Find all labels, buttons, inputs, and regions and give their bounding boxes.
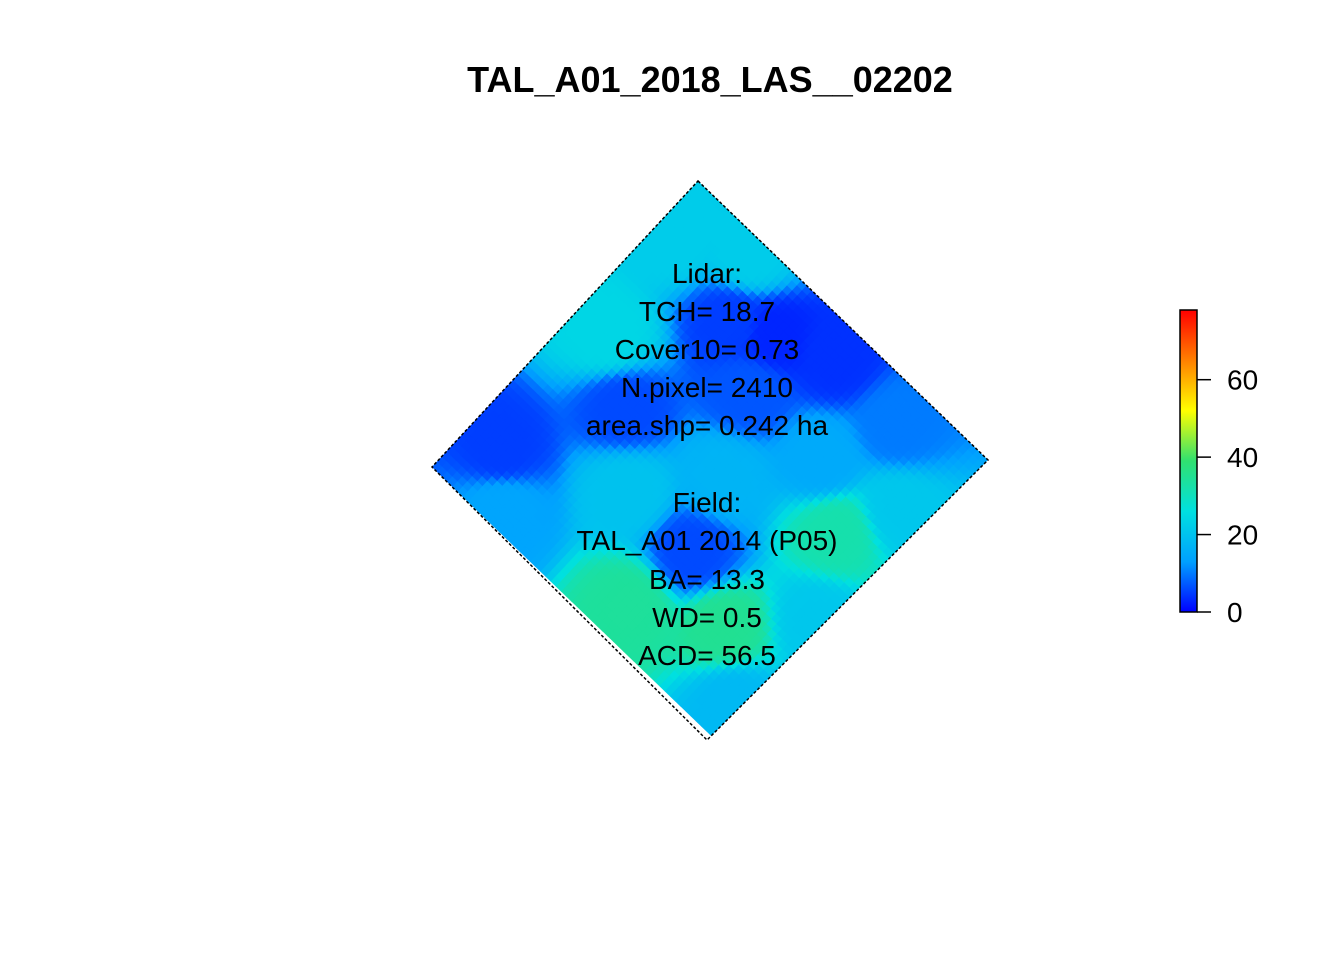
field-wd: WD= 0.5 (652, 602, 762, 633)
field-ba: BA= 13.3 (649, 564, 765, 595)
colorbar-gradient (1179, 309, 1198, 613)
heatmap-cell (797, 648, 808, 660)
heatmap-cell (801, 643, 813, 655)
heatmap-raster (432, 181, 988, 740)
colorbar-tick-label: 40 (1227, 442, 1258, 473)
field-plot: TAL_A01 2014 (P05) (577, 525, 838, 556)
colorbar: 0 20 40 60 (1179, 309, 1258, 628)
heatmap-cell (787, 658, 799, 670)
lidar-label: Lidar: (672, 258, 742, 289)
colorbar-ticks: 0 20 40 60 (1197, 365, 1258, 628)
heatmap-cell (778, 669, 789, 681)
heatmap-cell (735, 715, 747, 726)
heatmap-cell (768, 679, 780, 691)
heatmap-cell (763, 684, 775, 696)
lidar-cover10: Cover10= 0.73 (615, 334, 799, 365)
heatmap-cell (825, 618, 837, 629)
heatmap-cell (725, 725, 737, 737)
field-acd: ACD= 56.5 (638, 640, 776, 671)
lidar-npixel: N.pixel= 2410 (621, 372, 793, 403)
heatmap-cell (754, 694, 766, 706)
colorbar-tick-label: 0 (1227, 597, 1243, 628)
heatmap-cell (749, 699, 761, 711)
chart-title: TAL_A01_2018_LAS__02202 (467, 59, 953, 100)
heatmap-cell (806, 638, 818, 650)
colorbar-tick-label: 20 (1227, 520, 1258, 551)
heatmap-cell (782, 663, 794, 675)
plot-boundary (430, 179, 990, 742)
field-annotation: Field: TAL_A01 2014 (P05) BA= 13.3 WD= 0… (577, 487, 838, 671)
heatmap-cell (716, 735, 728, 740)
lidar-area: area.shp= 0.242 ha (586, 410, 829, 441)
heatmap-cell (740, 709, 751, 721)
heatmap-cell (773, 674, 785, 686)
heatmap-cell (744, 704, 756, 716)
heatmap-cell (721, 730, 732, 740)
lidar-tch: TCH= 18.7 (639, 296, 775, 327)
heatmap-cell (730, 720, 742, 732)
lidar-annotation: Lidar: TCH= 18.7 Cover10= 0.73 N.pixel= … (586, 258, 829, 441)
heatmap-cell (792, 653, 804, 665)
colorbar-tick-label: 60 (1227, 365, 1258, 396)
heatmap-cell (759, 689, 770, 701)
field-label: Field: (673, 487, 741, 518)
heatmap-cell (811, 633, 823, 645)
